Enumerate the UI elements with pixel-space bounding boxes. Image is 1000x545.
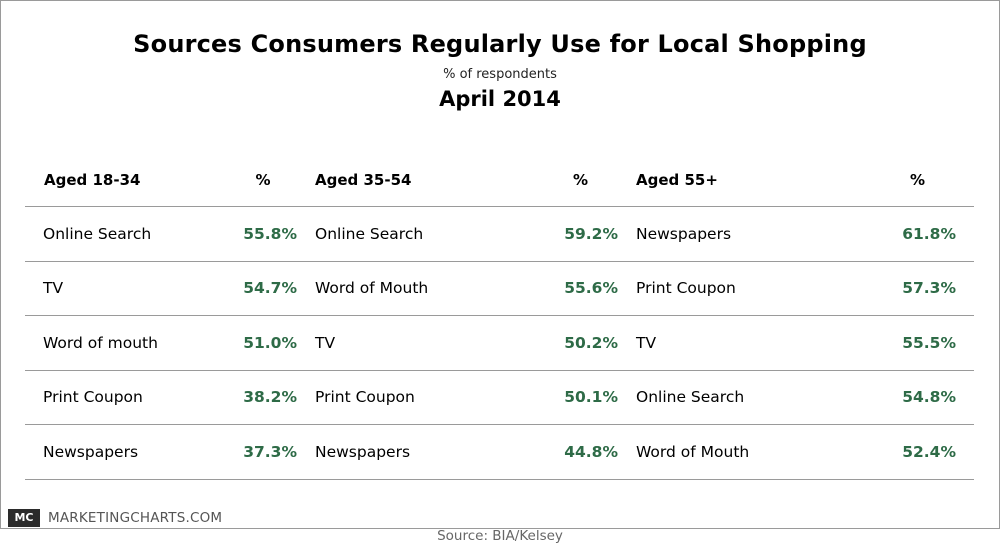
row-value: 55.5% [861, 315, 974, 370]
row-label: Newspapers [315, 424, 525, 480]
row-value: 50.2% [525, 315, 636, 370]
row-value: 50.1% [525, 369, 636, 425]
group-header-35-54: Aged 35-54 [315, 171, 412, 189]
header-row: Aged 18-34 % Aged 35-54 % Aged 55+ % [25, 154, 974, 207]
pct-header-35-54: % [572, 171, 589, 189]
row-label: TV [25, 260, 211, 316]
chart-title: Sources Consumers Regularly Use for Loca… [133, 30, 867, 58]
row-value: 38.2% [211, 369, 315, 425]
row-label: Newspapers [636, 206, 861, 261]
row-label: Word of Mouth [315, 260, 525, 316]
table-row: Print Coupon 38.2% Print Coupon 50.1% On… [25, 369, 974, 425]
row-value: 57.3% [861, 260, 974, 316]
row-value: 51.0% [211, 315, 315, 370]
table-row: Word of mouth 51.0% TV 50.2% TV 55.5% [25, 315, 974, 370]
chart-subtitle: % of respondents [443, 67, 557, 82]
row-value: 37.3% [211, 424, 315, 480]
row-value: 55.8% [211, 206, 315, 261]
row-label: Word of mouth [25, 315, 211, 370]
chart-source: Source: BIA/Kelsey [437, 528, 563, 544]
row-label: Word of Mouth [636, 424, 861, 480]
row-value: 61.8% [861, 206, 974, 261]
row-value: 44.8% [525, 424, 636, 480]
row-label: TV [636, 315, 861, 370]
pct-header-55-plus: % [909, 171, 926, 189]
table-row: Online Search 55.8% Online Search 59.2% … [25, 206, 974, 261]
row-label: Print Coupon [636, 260, 861, 316]
row-label: Online Search [636, 369, 861, 425]
row-label: Online Search [315, 206, 525, 261]
row-value: 59.2% [525, 206, 636, 261]
row-value: 54.7% [211, 260, 315, 316]
row-label: Print Coupon [25, 369, 211, 425]
group-header-55-plus: Aged 55+ [636, 171, 718, 189]
row-label: Print Coupon [315, 369, 525, 425]
pct-header-18-34: % [255, 171, 271, 189]
marketingcharts-name: MARKETINGCHARTS.COM [48, 510, 223, 526]
marketingcharts-logo: MC [8, 509, 40, 527]
data-table: Aged 18-34 % Aged 35-54 % Aged 55+ % Onl… [25, 154, 974, 480]
row-value: 55.6% [525, 260, 636, 316]
table-row: Newspapers 37.3% Newspapers 44.8% Word o… [25, 424, 974, 480]
row-label: Online Search [25, 206, 211, 261]
chart-date: April 2014 [439, 87, 561, 111]
group-header-18-34: Aged 18-34 [44, 171, 141, 189]
row-value: 52.4% [861, 424, 974, 480]
table-row: TV 54.7% Word of Mouth 55.6% Print Coupo… [25, 260, 974, 316]
row-label: Newspapers [25, 424, 211, 480]
row-value: 54.8% [861, 369, 974, 425]
row-label: TV [315, 315, 525, 370]
